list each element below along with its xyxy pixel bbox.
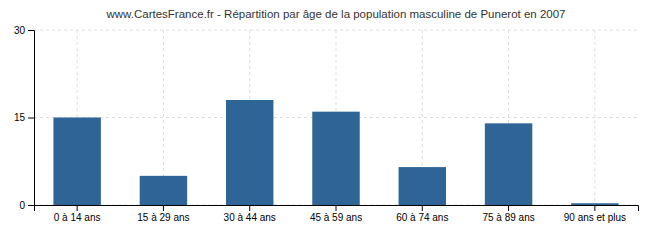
x-grid-line — [594, 30, 595, 205]
x-tick-label: 45 à 59 ans — [310, 212, 362, 223]
bar — [53, 118, 100, 206]
y-tick: 15 — [14, 112, 34, 123]
x-tick-label: 30 à 44 ans — [224, 212, 276, 223]
bar — [571, 203, 618, 205]
x-tick-mark — [508, 205, 509, 211]
y-tick: 0 — [19, 200, 34, 211]
y-axis: 0 15 30 — [14, 25, 35, 211]
bar — [140, 176, 187, 205]
bar — [485, 123, 532, 205]
x-tick-mark — [249, 205, 250, 211]
x-tick-label: 60 à 74 ans — [396, 212, 448, 223]
x-tick-mark — [422, 205, 423, 211]
bars — [53, 100, 618, 205]
x-tick-mark — [77, 205, 78, 211]
bar — [399, 167, 446, 205]
y-tick-mark — [28, 205, 34, 206]
x-tick-label: 15 à 29 ans — [137, 212, 189, 223]
y-tick-mark — [28, 30, 34, 31]
bar — [226, 100, 273, 205]
y-tick-label: 0 — [19, 200, 25, 211]
plot: 0 15 30 0 à 14 ans 15 à 29 ans 30 à 44 ans 45 … — [14, 25, 639, 223]
x-tick: 45 à 59 ans — [310, 205, 362, 223]
x-tick: 15 à 29 ans — [137, 205, 189, 223]
x-tick-label: 90 ans et plus — [564, 212, 626, 223]
x-tick-label: 75 à 89 ans — [482, 212, 534, 223]
x-tick-mark — [336, 205, 337, 211]
y-axis-line — [28, 31, 35, 206]
x-tick: 0 à 14 ans — [54, 205, 101, 223]
x-tick-mark — [163, 205, 164, 211]
y-tick: 30 — [14, 25, 34, 36]
chart: 0 15 30 0 à 14 ans 15 à 29 ans 30 à 44 ans 45 … — [0, 0, 650, 229]
x-tick: 90 ans et plus — [564, 205, 626, 223]
y-tick-label: 30 — [14, 25, 26, 36]
bar — [312, 112, 359, 205]
grid — [34, 30, 638, 205]
x-axis: 0 à 14 ans 15 à 29 ans 30 à 44 ans 45 à 59 … — [35, 205, 639, 223]
x-tick: 60 à 74 ans — [396, 205, 448, 223]
y-tick-mark — [28, 118, 34, 119]
y-tick-label: 15 — [14, 112, 26, 123]
title: www.CartesFrance.fr - Répartition par âg… — [106, 8, 566, 20]
x-tick: 75 à 89 ans — [482, 205, 534, 223]
x-axis-line — [35, 206, 639, 212]
x-tick-mark — [594, 205, 595, 211]
x-tick-label: 0 à 14 ans — [54, 212, 101, 223]
x-tick: 30 à 44 ans — [224, 205, 276, 223]
